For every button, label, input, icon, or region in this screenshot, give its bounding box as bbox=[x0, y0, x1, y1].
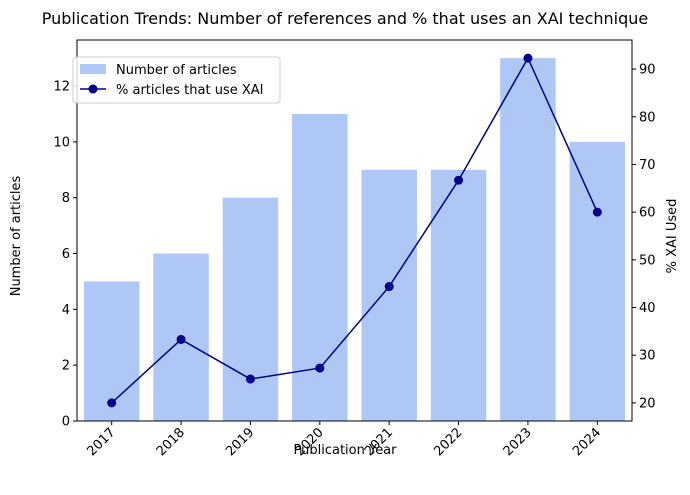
xai-percent-line bbox=[111, 56, 598, 404]
x-tick-label: 2018 bbox=[154, 425, 188, 459]
x-tick-label: 2024 bbox=[570, 425, 604, 459]
line-layer bbox=[107, 53, 602, 408]
y-right-tick-label: 80 bbox=[639, 110, 656, 125]
bars-layer bbox=[83, 58, 626, 422]
y-axis-left-label: Number of articles bbox=[9, 175, 24, 296]
y-axis-right-label: % XAI Used bbox=[665, 199, 680, 274]
y-left-tick-label: 6 bbox=[62, 247, 70, 262]
legend-line-label: % articles that use XAI bbox=[116, 83, 263, 98]
legend-bar-label: Number of articles bbox=[116, 63, 237, 78]
bar-2021 bbox=[361, 169, 417, 421]
x-tick-label: 2019 bbox=[223, 425, 257, 459]
bar-2019 bbox=[222, 197, 279, 421]
bar-2024 bbox=[569, 141, 626, 421]
legend-box bbox=[72, 56, 281, 104]
y-left-tick-label: 10 bbox=[53, 135, 70, 150]
legend: Number of articles % articles that use X… bbox=[72, 56, 281, 104]
y-left-tick-label: 12 bbox=[53, 80, 70, 95]
xai-point-2020 bbox=[315, 363, 325, 373]
legend-bar-swatch bbox=[80, 64, 106, 74]
legend-line-marker bbox=[88, 84, 98, 94]
xai-point-2017 bbox=[107, 398, 117, 408]
y-right-tick-label: 50 bbox=[639, 253, 656, 268]
x-axis-label: Publication Year bbox=[294, 443, 398, 458]
xai-point-2018 bbox=[176, 334, 186, 344]
x-tick-label: 2017 bbox=[85, 425, 119, 459]
xai-point-2022 bbox=[454, 175, 464, 185]
y-right-tick-label: 30 bbox=[639, 349, 656, 364]
plot-frame bbox=[76, 39, 633, 422]
y-right-tick-label: 60 bbox=[639, 206, 656, 221]
y-left-tick-label: 2 bbox=[62, 359, 70, 374]
y-left-tick-label: 0 bbox=[62, 415, 70, 430]
xai-point-2021 bbox=[384, 282, 394, 292]
xai-point-2024 bbox=[592, 207, 602, 217]
xai-point-2019 bbox=[245, 374, 255, 384]
bar-2022 bbox=[430, 169, 487, 421]
y-right-tick-label: 40 bbox=[639, 301, 656, 316]
bar-2023 bbox=[500, 58, 556, 422]
bar-2017 bbox=[83, 281, 140, 421]
y-right-tick-label: 70 bbox=[639, 158, 656, 173]
y-right-tick-label: 20 bbox=[639, 396, 656, 411]
bar-2020 bbox=[292, 113, 348, 421]
chart-title: Publication Trends: Number of references… bbox=[42, 9, 649, 28]
x-tick-label: 2023 bbox=[501, 425, 535, 459]
y-right-tick-label: 90 bbox=[639, 63, 656, 78]
x-tick-label: 2022 bbox=[431, 425, 465, 459]
xai-point-2023 bbox=[523, 53, 533, 63]
y-left-tick-label: 8 bbox=[62, 191, 70, 206]
y-left-tick-label: 4 bbox=[62, 303, 70, 318]
